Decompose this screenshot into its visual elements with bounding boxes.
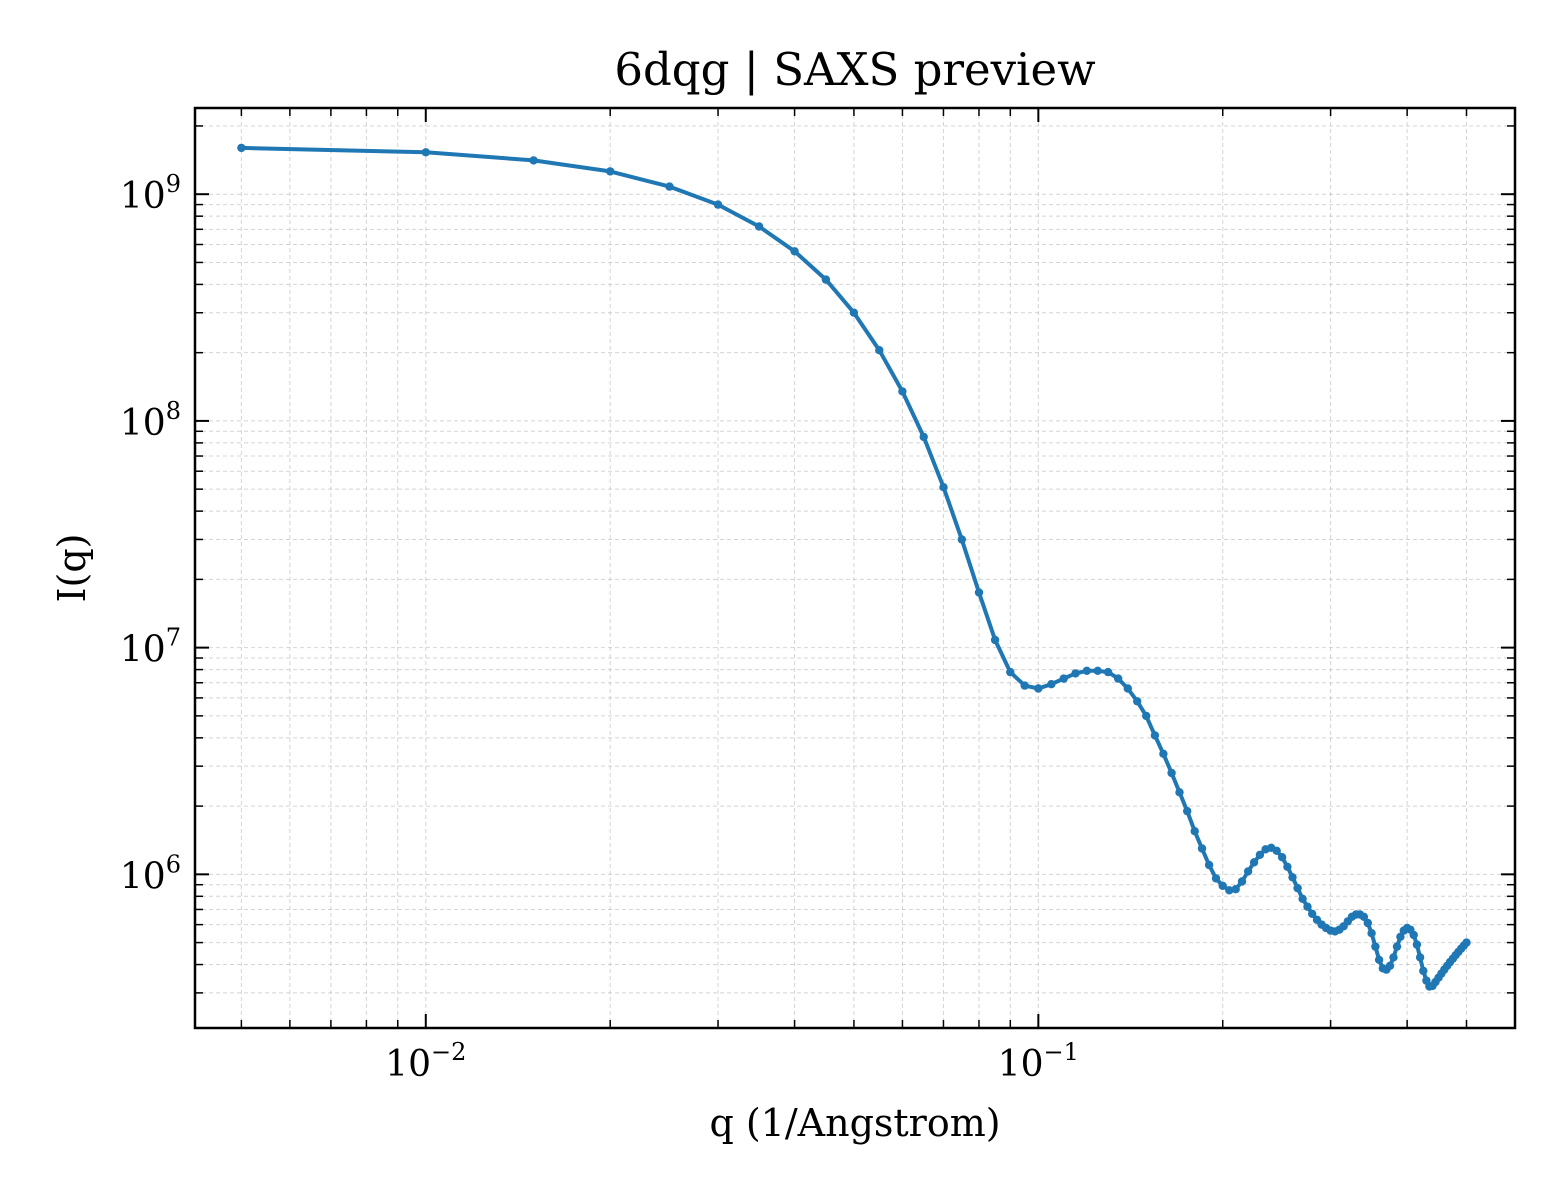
y-tick-label: 108 (120, 397, 181, 444)
data-point (237, 143, 246, 153)
data-point (1197, 844, 1207, 853)
chart-title: 6dqg | SAXS preview (614, 43, 1095, 96)
data-point (1071, 669, 1080, 678)
data-point (1412, 940, 1422, 949)
data-point (790, 247, 799, 256)
data-point (1371, 942, 1380, 951)
data-point (1211, 874, 1221, 883)
x-tick-label: 10−1 (998, 1038, 1079, 1085)
data-point (1389, 953, 1398, 962)
data-point (1255, 850, 1265, 859)
data-point (1367, 929, 1376, 938)
data-point (1020, 681, 1029, 690)
data-point (421, 148, 430, 157)
data-point (1103, 667, 1113, 677)
plot-area (237, 143, 1471, 991)
y-axis-label: I(q) (50, 534, 94, 603)
data-point (957, 535, 966, 544)
data-point (1034, 684, 1043, 693)
x-tick-label: 10−2 (385, 1038, 466, 1085)
data-point (1272, 846, 1281, 855)
data-point (1385, 961, 1395, 970)
data-point (1303, 902, 1312, 911)
data-point (1142, 711, 1151, 721)
data-point (1298, 894, 1307, 903)
data-point (713, 200, 723, 209)
data-point (1462, 938, 1471, 947)
y-tick-label: 107 (120, 624, 181, 671)
data-point (1231, 885, 1240, 894)
data-point (1218, 881, 1227, 890)
data-point (1283, 862, 1292, 871)
data-point (974, 588, 984, 597)
data-point (1183, 806, 1192, 816)
data-point (1167, 768, 1176, 778)
data-point (1082, 666, 1092, 675)
data-point (919, 432, 928, 442)
data-point (1293, 883, 1302, 893)
data-point (1415, 953, 1425, 962)
data-point (1249, 858, 1259, 867)
data-point (1123, 684, 1133, 693)
data-point (1359, 912, 1369, 921)
data-point (606, 167, 615, 176)
data-point (1204, 860, 1214, 870)
data-point (990, 635, 1000, 645)
data-point (1159, 749, 1168, 758)
grid-lines (195, 108, 1515, 1028)
y-tick-label: 106 (120, 850, 181, 897)
data-point (1374, 955, 1384, 964)
data-point (1419, 966, 1428, 976)
data-point (1409, 930, 1418, 940)
data-point (1093, 666, 1102, 675)
data-point (1277, 853, 1287, 862)
data-point (849, 308, 859, 317)
data-point (1225, 886, 1234, 895)
minor-ticks (195, 108, 1515, 1028)
data-point (1175, 788, 1184, 797)
data-point (1006, 667, 1015, 677)
data-point (1059, 674, 1068, 683)
data-point (665, 182, 674, 191)
data-point (1047, 680, 1056, 689)
plot-frame (193, 106, 1517, 1030)
data-point (875, 346, 884, 355)
y-tick-label: 109 (120, 170, 181, 217)
data-point (898, 387, 907, 396)
data-point (1288, 873, 1297, 882)
data-point (1237, 877, 1247, 886)
series-line (239, 145, 1469, 989)
data-point (1396, 932, 1405, 941)
data-point (1114, 674, 1123, 683)
data-point (1190, 827, 1199, 836)
data-point (1392, 942, 1402, 951)
data-point (1133, 697, 1142, 706)
data-point (1150, 731, 1160, 740)
tick-labels: 10−2 10−1 106 107 108 109 (120, 170, 1079, 1085)
major-ticks (195, 108, 1515, 1028)
data-point (1308, 909, 1317, 918)
data-point (754, 222, 764, 231)
data-point (1363, 918, 1373, 928)
data-point (1243, 867, 1253, 876)
data-point (939, 483, 948, 492)
data-point (529, 156, 538, 165)
data-point (821, 275, 831, 284)
x-axis-label: q (1/Angstrom) (709, 1101, 1000, 1145)
